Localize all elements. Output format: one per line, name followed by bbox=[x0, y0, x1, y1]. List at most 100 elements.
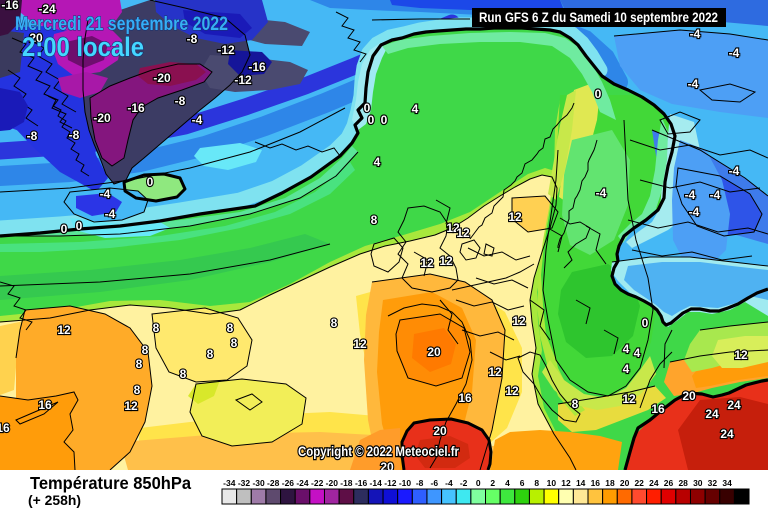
svg-text:20: 20 bbox=[380, 460, 394, 474]
svg-text:-18: -18 bbox=[340, 478, 353, 488]
svg-text:12: 12 bbox=[561, 478, 571, 488]
svg-text:30: 30 bbox=[693, 478, 703, 488]
svg-text:-4: -4 bbox=[729, 46, 740, 60]
svg-text:32: 32 bbox=[708, 478, 718, 488]
svg-text:-24: -24 bbox=[38, 2, 56, 16]
svg-text:-6: -6 bbox=[431, 478, 439, 488]
svg-text:0: 0 bbox=[381, 113, 388, 127]
svg-text:(+ 258h): (+ 258h) bbox=[28, 493, 81, 508]
svg-text:8: 8 bbox=[153, 321, 160, 335]
svg-text:16: 16 bbox=[591, 478, 601, 488]
svg-text:-4: -4 bbox=[445, 478, 453, 488]
svg-text:-8: -8 bbox=[416, 478, 424, 488]
svg-text:-12: -12 bbox=[217, 43, 235, 57]
svg-text:8: 8 bbox=[134, 383, 141, 397]
svg-text:24: 24 bbox=[727, 398, 741, 412]
svg-text:-4: -4 bbox=[192, 113, 203, 127]
svg-text:-2: -2 bbox=[460, 478, 468, 488]
svg-text:4: 4 bbox=[374, 155, 381, 169]
svg-text:20: 20 bbox=[427, 345, 441, 359]
svg-text:0: 0 bbox=[364, 101, 371, 115]
svg-text:12: 12 bbox=[420, 256, 434, 270]
svg-text:24: 24 bbox=[649, 478, 659, 488]
svg-text:8: 8 bbox=[136, 357, 143, 371]
svg-text:12: 12 bbox=[353, 337, 367, 351]
svg-text:-4: -4 bbox=[690, 27, 701, 41]
svg-text:12: 12 bbox=[512, 314, 526, 328]
svg-text:-14: -14 bbox=[370, 478, 383, 488]
svg-text:-16: -16 bbox=[1, 0, 19, 12]
svg-text:-12: -12 bbox=[384, 478, 397, 488]
svg-text:8: 8 bbox=[227, 321, 234, 335]
svg-text:12: 12 bbox=[734, 348, 748, 362]
svg-text:14: 14 bbox=[576, 478, 586, 488]
svg-text:-16: -16 bbox=[127, 101, 145, 115]
svg-text:-8: -8 bbox=[27, 129, 38, 143]
svg-text:10: 10 bbox=[547, 478, 557, 488]
svg-text:12: 12 bbox=[505, 384, 519, 398]
svg-text:12: 12 bbox=[488, 365, 502, 379]
svg-text:8: 8 bbox=[142, 343, 149, 357]
svg-text:16: 16 bbox=[458, 391, 472, 405]
svg-text:12: 12 bbox=[57, 323, 71, 337]
svg-text:18: 18 bbox=[605, 478, 615, 488]
svg-text:-12: -12 bbox=[234, 73, 252, 87]
svg-text:12: 12 bbox=[439, 254, 453, 268]
svg-text:4: 4 bbox=[505, 478, 510, 488]
svg-text:24: 24 bbox=[720, 427, 734, 441]
svg-text:22: 22 bbox=[634, 478, 644, 488]
svg-text:16: 16 bbox=[38, 398, 52, 412]
svg-text:-20: -20 bbox=[25, 31, 43, 45]
svg-text:-16: -16 bbox=[248, 60, 266, 74]
svg-text:20: 20 bbox=[620, 478, 630, 488]
svg-text:16: 16 bbox=[0, 421, 10, 435]
svg-text:-4: -4 bbox=[689, 205, 700, 219]
svg-text:2: 2 bbox=[490, 478, 495, 488]
svg-text:8: 8 bbox=[572, 397, 579, 411]
svg-text:-8: -8 bbox=[69, 128, 80, 142]
svg-text:4: 4 bbox=[412, 102, 419, 116]
svg-text:-20: -20 bbox=[326, 478, 339, 488]
svg-text:6: 6 bbox=[520, 478, 525, 488]
svg-text:20: 20 bbox=[682, 389, 696, 403]
svg-text:-20: -20 bbox=[153, 71, 171, 85]
svg-text:26: 26 bbox=[664, 478, 674, 488]
svg-text:0: 0 bbox=[147, 175, 154, 189]
svg-text:12: 12 bbox=[622, 392, 636, 406]
svg-text:8: 8 bbox=[231, 336, 238, 350]
svg-text:Run GFS 6 Z du Samedi 10 septe: Run GFS 6 Z du Samedi 10 septembre 2022 bbox=[479, 10, 718, 25]
svg-text:0: 0 bbox=[61, 222, 68, 236]
svg-text:-4: -4 bbox=[596, 186, 607, 200]
svg-text:28: 28 bbox=[678, 478, 688, 488]
svg-text:0: 0 bbox=[476, 478, 481, 488]
svg-text:-30: -30 bbox=[252, 478, 265, 488]
svg-text:0: 0 bbox=[642, 316, 649, 330]
svg-text:Copyright © 2022 Meteociel.fr: Copyright © 2022 Meteociel.fr bbox=[298, 443, 459, 459]
svg-text:Mercredi 21 septembre 2022: Mercredi 21 septembre 2022 bbox=[15, 14, 228, 35]
svg-text:8: 8 bbox=[207, 347, 214, 361]
svg-text:2:00 locale: 2:00 locale bbox=[22, 32, 144, 62]
svg-text:0: 0 bbox=[368, 113, 375, 127]
svg-text:-8: -8 bbox=[175, 94, 186, 108]
svg-text:16: 16 bbox=[651, 402, 665, 416]
svg-text:-4: -4 bbox=[685, 188, 696, 202]
svg-text:12: 12 bbox=[124, 399, 138, 413]
svg-text:0: 0 bbox=[595, 87, 602, 101]
svg-text:12: 12 bbox=[508, 210, 522, 224]
svg-text:-10: -10 bbox=[399, 478, 412, 488]
svg-text:8: 8 bbox=[331, 316, 338, 330]
svg-text:-4: -4 bbox=[100, 187, 111, 201]
svg-text:-26: -26 bbox=[282, 478, 295, 488]
svg-text:-8: -8 bbox=[187, 32, 198, 46]
svg-text:8: 8 bbox=[371, 213, 378, 227]
svg-text:8: 8 bbox=[180, 367, 187, 381]
svg-text:-4: -4 bbox=[688, 77, 699, 91]
svg-text:-4: -4 bbox=[729, 164, 740, 178]
svg-text:-20: -20 bbox=[93, 111, 111, 125]
svg-text:12: 12 bbox=[446, 221, 460, 235]
svg-text:4: 4 bbox=[623, 342, 630, 356]
svg-text:12: 12 bbox=[456, 226, 470, 240]
svg-text:-22: -22 bbox=[311, 478, 324, 488]
svg-text:20: 20 bbox=[433, 424, 447, 438]
svg-text:-28: -28 bbox=[267, 478, 280, 488]
